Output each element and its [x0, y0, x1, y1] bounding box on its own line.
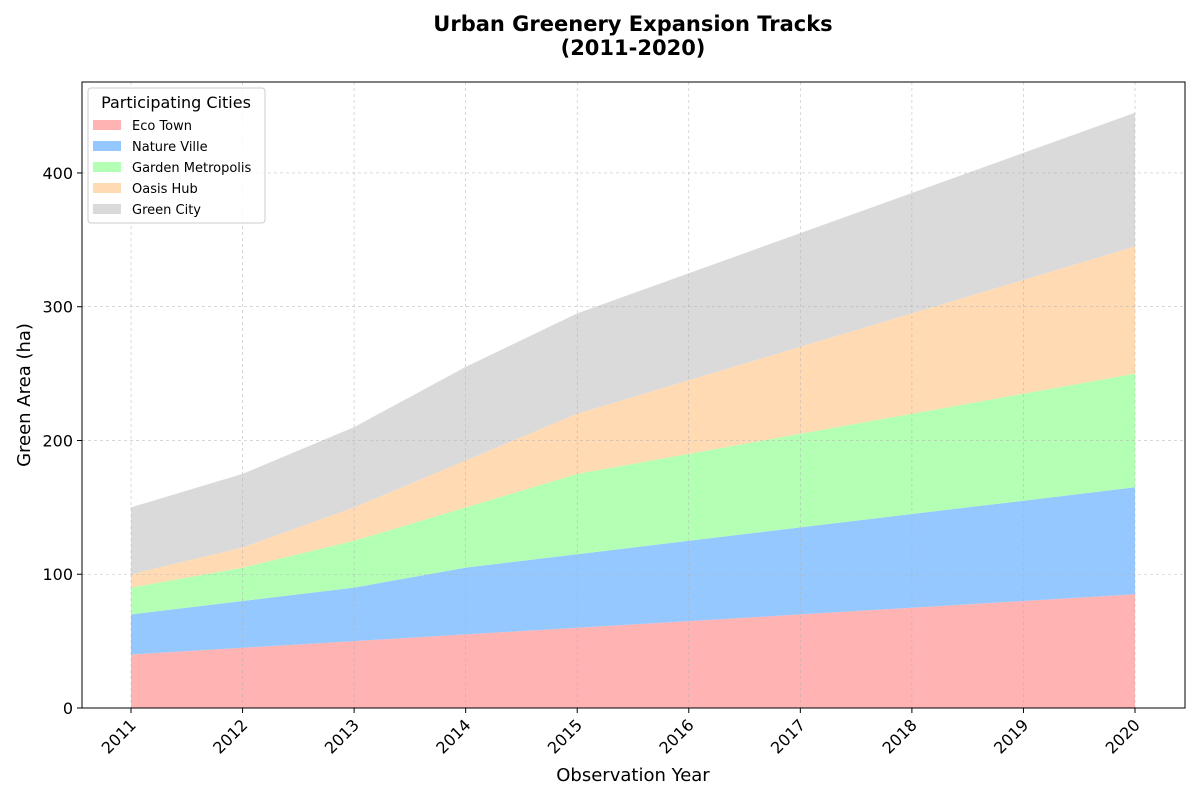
chart-title-line1: Urban Greenery Expansion Tracks — [433, 12, 832, 36]
y-tick-label: 0 — [63, 699, 73, 718]
y-tick-label: 200 — [42, 431, 73, 450]
legend-label: Eco Town — [132, 119, 192, 134]
y-tick-label: 300 — [42, 298, 73, 317]
legend-entry-green-city: Green City — [93, 203, 201, 218]
legend-entry-oasis-hub: Oasis Hub — [93, 182, 198, 197]
area-series-eco-town — [131, 594, 1135, 708]
area-series-nature-ville — [131, 487, 1135, 655]
x-tick-label: 2016 — [655, 715, 697, 757]
legend-swatch — [93, 183, 121, 193]
legend-entry-nature-ville: Nature Ville — [93, 140, 208, 155]
x-axis-label: Observation Year — [556, 765, 710, 786]
x-tick-label: 2014 — [432, 715, 474, 757]
x-tick-label: 2020 — [1102, 715, 1144, 757]
legend-label: Nature Ville — [132, 140, 208, 155]
legend-label: Garden Metropolis — [132, 161, 252, 176]
legend-swatch — [93, 141, 121, 151]
x-tick-label: 2015 — [544, 715, 586, 757]
legend-swatch — [93, 162, 121, 172]
y-tick-label: 100 — [42, 565, 73, 584]
y-tick-label: 400 — [42, 164, 73, 183]
legend-entry-garden-metropolis: Garden Metropolis — [93, 161, 252, 176]
x-tick-label: 2013 — [321, 715, 363, 757]
x-tick-label: 2018 — [878, 715, 920, 757]
legend-swatch — [93, 204, 121, 214]
legend-label: Oasis Hub — [132, 182, 198, 197]
x-tick-label: 2012 — [209, 715, 251, 757]
legend-title: Participating Cities — [101, 93, 251, 112]
legend-entries: Eco Town Nature Ville Garden Metropolis Oas… — [93, 119, 252, 218]
legend-entry-eco-town: Eco Town — [93, 119, 192, 134]
legend-swatch — [93, 120, 121, 130]
area-series-green-city — [131, 112, 1135, 575]
y-axis-label: Green Area (ha) — [14, 323, 35, 467]
chart-title-line2: (2011-2020) — [561, 36, 706, 60]
x-tick-label: 2011 — [98, 715, 140, 757]
x-tick-label: 2017 — [767, 715, 809, 757]
area-series-garden-metropolis — [131, 373, 1135, 615]
legend-label: Green City — [132, 203, 201, 218]
x-tick-label: 2019 — [990, 715, 1032, 757]
legend: Participating Cities Eco Town Nature Vill… — [87, 87, 266, 224]
area-series-oasis-hub — [131, 246, 1135, 588]
area-series-group — [131, 112, 1135, 708]
plot-frame — [81, 81, 1186, 709]
legend-frame — [87, 87, 266, 224]
